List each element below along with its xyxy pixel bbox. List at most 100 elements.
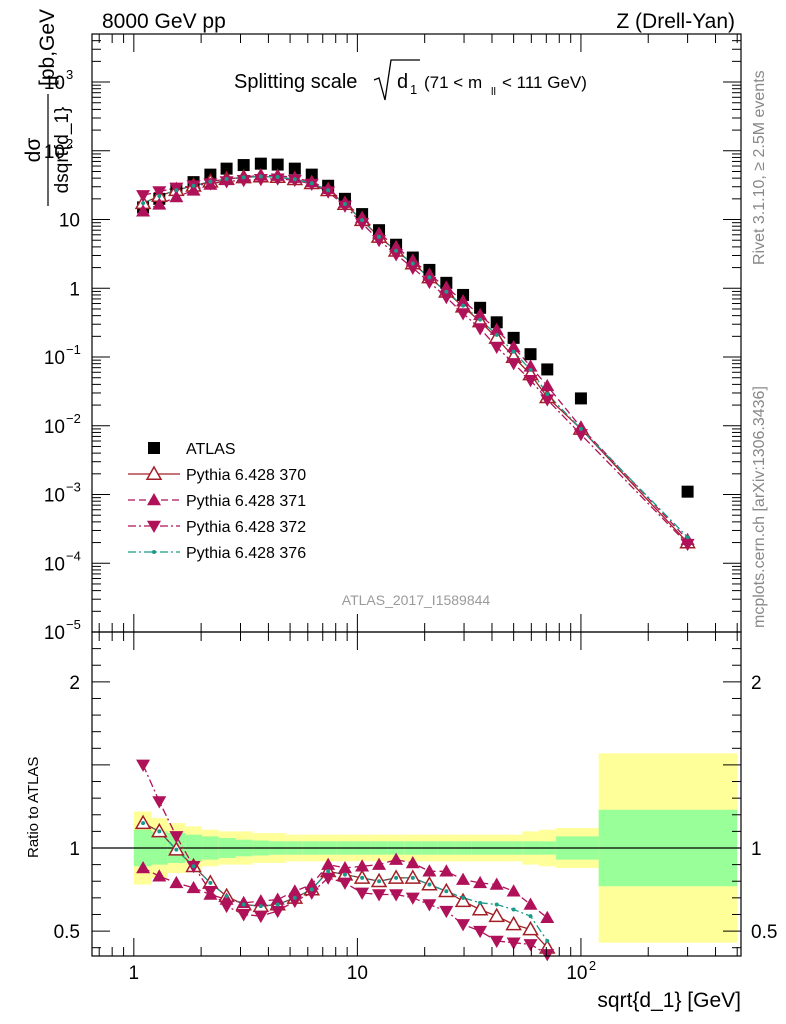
- main-point-pythia-6-428-372: [337, 200, 352, 213]
- y-tick-label-exp: −4: [66, 548, 81, 563]
- main-point-atlas: [507, 331, 520, 344]
- ratio-point-pythia-6-428-371: [253, 894, 268, 907]
- plot-title-symbol-sub: 1: [410, 82, 417, 97]
- ratio-point-pythia-6-428-370: [522, 920, 539, 936]
- ratio-point-pythia-6-428-372: [169, 831, 184, 844]
- ratio-point-pythia-6-428-371: [523, 897, 538, 910]
- ratio-point-pythia-6-428-376: [478, 900, 483, 905]
- ratio-point-pythia-6-428-372: [473, 925, 488, 939]
- ratio-point-pythia-6-428-372: [304, 887, 319, 900]
- plot-title-range-right: < 111 GeV): [502, 73, 587, 92]
- main-point-pythia-6-428-372: [680, 538, 695, 552]
- ratio-point-pythia-6-428-372: [236, 909, 251, 922]
- ylabel-denominator: dsqrt{d_1}: [52, 107, 73, 194]
- x-tick-label: 1: [129, 963, 140, 984]
- ratio-point-pythia-6-428-376: [528, 914, 533, 919]
- ratio-point-pythia-6-428-372: [506, 937, 521, 950]
- ratio-point-pythia-6-428-376: [394, 875, 399, 880]
- ratio-point-pythia-6-428-372: [372, 889, 387, 902]
- ratio-y-tick-label-right: 2: [751, 673, 762, 694]
- ratio-point-pythia-6-428-371: [169, 875, 184, 889]
- main-point-pythia-6-428-376: [174, 188, 179, 193]
- main-point-pythia-6-428-376: [478, 317, 483, 322]
- plot-title-symbol: d: [397, 71, 408, 93]
- main-point-pythia-6-428-376: [191, 183, 196, 188]
- main-point-pythia-6-428-376: [578, 426, 583, 431]
- main-point-atlas: [681, 485, 694, 498]
- ratio-point-pythia-6-428-372: [253, 910, 268, 924]
- ratio-point-pythia-6-428-371: [422, 864, 437, 877]
- ratio-point-pythia-6-428-376: [342, 872, 347, 877]
- legend-marker: [152, 550, 156, 554]
- ratio-point-pythia-6-428-372: [270, 905, 285, 919]
- main-point-pythia-6-428-376: [326, 188, 331, 193]
- legend-label: Pythia 6.428 376: [186, 545, 306, 562]
- ratio-point-pythia-6-428-372: [489, 935, 504, 949]
- main-point-pythia-6-428-372: [219, 176, 234, 189]
- main-point-pythia-6-428-371: [523, 359, 538, 372]
- main-point-pythia-6-428-372: [355, 218, 370, 231]
- main-point-pythia-6-428-372: [506, 358, 521, 371]
- ratio-point-pythia-6-428-376: [360, 875, 365, 880]
- main-point-pythia-6-428-376: [360, 218, 365, 223]
- legend-marker: [145, 465, 163, 480]
- plot-title: Splitting scale d 1 (71 < m ll < 111 GeV…: [234, 59, 587, 101]
- main-point-pythia-6-428-372: [489, 341, 504, 354]
- plot-title-main: Splitting scale: [234, 71, 357, 93]
- main-point-pythia-6-428-372: [253, 174, 268, 187]
- ratio-point-pythia-6-428-372: [540, 949, 555, 962]
- ratio-point-pythia-6-428-371: [304, 877, 319, 890]
- ratio-point-pythia-6-428-371: [389, 852, 404, 865]
- ratio-point-pythia-6-428-376: [157, 829, 162, 834]
- ratio-point-pythia-6-428-376: [545, 939, 550, 944]
- ratio-point-pythia-6-428-370: [488, 907, 506, 923]
- main-point-pythia-6-428-372: [573, 429, 588, 442]
- collision-label: 8000 GeV pp: [102, 10, 226, 33]
- mcplots-label: mcplots.cern.ch [arXiv:1306.3436]: [751, 386, 768, 628]
- y-tick-label: 10: [44, 73, 65, 94]
- legend-label: Pythia 6.428 370: [186, 467, 306, 484]
- y-tick-label: 10: [44, 623, 65, 644]
- y-tick-label: 10: [44, 417, 65, 438]
- main-point-atlas: [474, 301, 487, 314]
- main-point-pythia-6-428-376: [377, 234, 382, 239]
- main-point-pythia-6-428-376: [275, 175, 280, 180]
- rivet-version-label: Rivet 3.1.10, ≥ 2.5M events: [751, 70, 768, 265]
- main-point-pythia-6-428-376: [410, 261, 415, 266]
- process-label: Z (Drell-Yan): [616, 10, 735, 33]
- ratio-point-pythia-6-428-372: [405, 892, 420, 905]
- main-point-pythia-6-428-376: [511, 349, 516, 354]
- ratio-point-pythia-6-428-371: [337, 860, 352, 874]
- legend-marker: [147, 520, 161, 533]
- y-tick-label-exp: −1: [66, 342, 81, 357]
- main-point-pythia-6-428-371: [405, 253, 420, 266]
- main-point-atlas: [237, 159, 250, 172]
- legend: ATLAS Pythia 6.428 370 Pythia 6.428 371 Pyt…: [128, 441, 306, 562]
- main-point-pythia-6-428-371: [506, 339, 521, 353]
- main-point-pythia-6-428-372: [456, 308, 471, 321]
- main-point-pythia-6-428-372: [422, 276, 437, 290]
- main-point-pythia-6-428-371: [540, 378, 555, 392]
- ratio-point-pythia-6-428-372: [523, 939, 538, 952]
- main-point-pythia-6-428-371: [152, 197, 167, 210]
- ratio-point-pythia-6-428-376: [241, 902, 246, 907]
- ratio-point-pythia-6-428-372: [136, 759, 151, 772]
- ratio-y-tick-label-right: 1: [751, 839, 762, 860]
- main-point-pythia-6-428-376: [141, 201, 146, 206]
- x-tick-label: 10: [566, 963, 587, 984]
- main-point-pythia-6-428-372: [473, 323, 488, 336]
- main-point-pythia-6-428-372: [152, 186, 167, 199]
- x-tick-label-exp: 2: [589, 958, 596, 973]
- x-axis-label: sqrt{d_1} [GeV]: [597, 989, 741, 1012]
- main-point-pythia-6-428-372: [372, 234, 387, 248]
- y-tick-label: 10: [44, 554, 65, 575]
- plot-title-range-sub: ll: [491, 86, 496, 98]
- main-point-pythia-6-428-372: [405, 262, 420, 276]
- main-point-pythia-6-428-371: [439, 280, 454, 293]
- main-point-atlas: [524, 348, 537, 361]
- main-line-pythia-6-428-370: [142, 175, 689, 544]
- ratio-point-pythia-6-428-371: [540, 910, 555, 924]
- y-tick-label-exp: 2: [66, 136, 73, 151]
- y-tick-label-exp: −3: [66, 480, 81, 495]
